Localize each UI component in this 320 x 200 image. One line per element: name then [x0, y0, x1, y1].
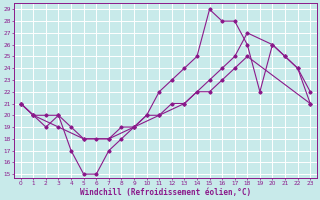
X-axis label: Windchill (Refroidissement éolien,°C): Windchill (Refroidissement éolien,°C) [80, 188, 251, 197]
